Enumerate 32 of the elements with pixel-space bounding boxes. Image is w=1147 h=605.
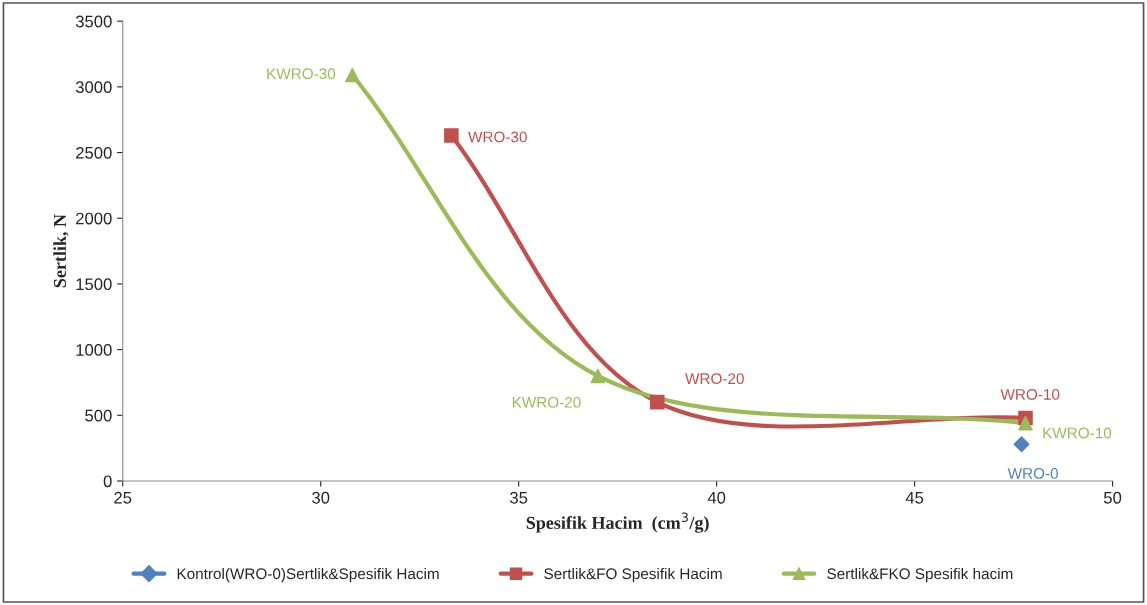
point bbox=[1018, 415, 1033, 431]
x-tick-label: 40 bbox=[707, 491, 726, 504]
y-tick-label: 1000 bbox=[76, 344, 112, 356]
legend-label: Sertlik&FKO Spesifik hacim bbox=[827, 567, 1013, 583]
y-tick-label: 1500 bbox=[76, 278, 112, 291]
y-tick-label: 3000 bbox=[75, 81, 112, 94]
x-axis-title: Spesifik Hacim (cm$^{3}$/g) bbox=[526, 512, 709, 533]
x-tick-label: 30 bbox=[312, 491, 330, 504]
annotation: KWRO-20 bbox=[512, 396, 581, 408]
x-tick-label: 45 bbox=[905, 492, 924, 504]
annotation: WRO-10 bbox=[1000, 388, 1060, 400]
annotation: KWRO-30 bbox=[267, 68, 336, 80]
point bbox=[649, 394, 665, 410]
y-tick-label: 0 bbox=[103, 475, 112, 488]
y-tick-label: 2000 bbox=[76, 212, 112, 225]
point bbox=[444, 128, 459, 143]
y-tick-label: 500 bbox=[85, 409, 112, 422]
point bbox=[1013, 436, 1030, 453]
annotation: WRO-20 bbox=[685, 373, 744, 385]
annotation: WRO-0 bbox=[1007, 468, 1058, 479]
x-tick-label: 25 bbox=[114, 491, 132, 504]
legend-label: Kontrol(WRO-0)Sertlik&Spesifik Hacim bbox=[177, 567, 439, 583]
x-tick-label: 35 bbox=[510, 491, 528, 504]
x-tick-label: 50 bbox=[1103, 491, 1122, 504]
legend-label: Sertlik&FO Spesifik Hacim bbox=[544, 567, 722, 583]
y-axis-title: Sertlik, N bbox=[53, 214, 69, 288]
point bbox=[590, 368, 606, 384]
annotation: WRO-30 bbox=[468, 131, 527, 143]
point bbox=[345, 67, 360, 83]
y-tick-label: 2500 bbox=[76, 146, 112, 159]
y-tick-label: 3500 bbox=[75, 15, 112, 28]
annotation: KWRO-10 bbox=[1043, 427, 1112, 439]
